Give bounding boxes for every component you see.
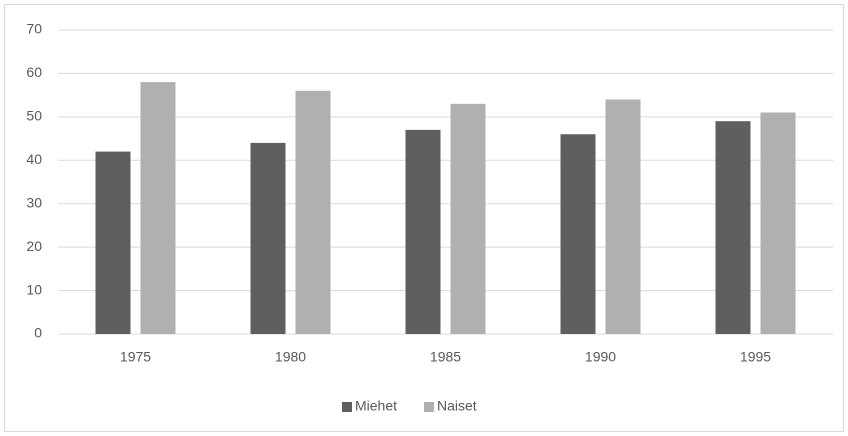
bar	[605, 99, 641, 334]
x-tick-label: 1995	[740, 349, 771, 365]
bar	[450, 103, 486, 334]
bar	[140, 82, 176, 334]
bar	[295, 90, 331, 334]
y-tick-label: 0	[34, 325, 42, 341]
legend-swatch	[342, 402, 352, 412]
y-tick-label: 50	[26, 108, 42, 124]
bar	[250, 142, 286, 334]
x-tick-label: 1975	[120, 349, 151, 365]
x-tick-label: 1990	[585, 349, 616, 365]
bar	[760, 112, 796, 334]
bar	[560, 134, 596, 334]
y-tick-label: 10	[26, 281, 42, 297]
y-tick-label: 30	[26, 194, 42, 210]
legend-label: Naiset	[437, 398, 477, 414]
y-tick-label: 20	[26, 238, 42, 254]
y-tick-label: 40	[26, 151, 42, 167]
bar	[715, 121, 751, 334]
y-tick-label: 70	[26, 21, 42, 37]
bar	[95, 151, 131, 334]
legend-swatch	[424, 402, 434, 412]
x-tick-label: 1985	[430, 349, 461, 365]
bar	[405, 129, 441, 334]
legend-label: Miehet	[355, 398, 397, 414]
x-tick-label: 1980	[275, 349, 306, 365]
y-tick-label: 60	[26, 64, 42, 80]
